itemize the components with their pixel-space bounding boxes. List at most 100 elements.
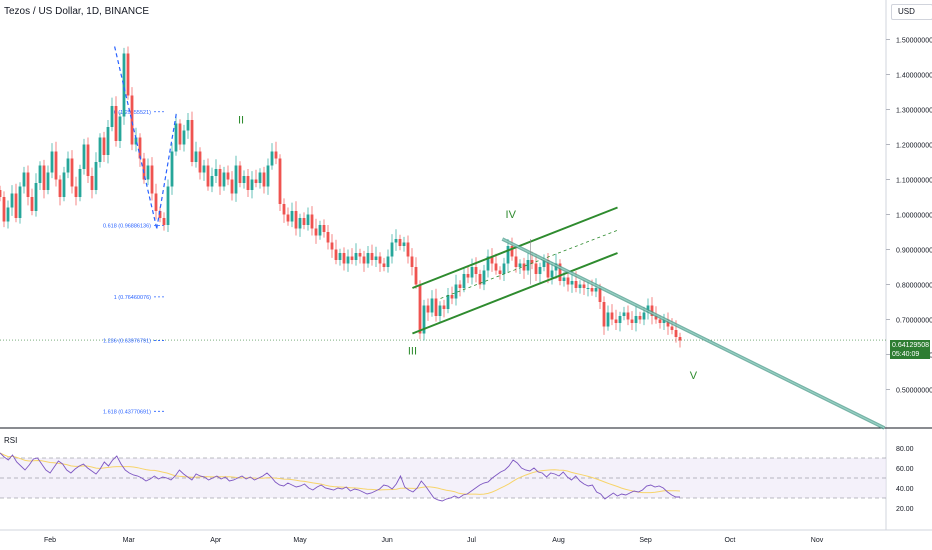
candle-body bbox=[394, 239, 398, 243]
candle-body bbox=[298, 218, 302, 229]
candle-body bbox=[34, 183, 38, 211]
candle-body bbox=[106, 127, 110, 155]
time-tick-label: Aug bbox=[552, 537, 565, 544]
candle-body bbox=[426, 305, 430, 313]
candle-body bbox=[278, 158, 282, 204]
last-price: 0.64129508 bbox=[892, 342, 929, 349]
candle-body bbox=[62, 172, 66, 197]
candle-body bbox=[50, 151, 54, 173]
last-price-tag: 0.64129508 05:40:09 bbox=[890, 340, 930, 359]
rsi-pane: 80.00 60.00 40.00 20.00 bbox=[0, 446, 914, 513]
candle-body bbox=[138, 137, 142, 159]
candle-body bbox=[654, 316, 658, 320]
candle-body bbox=[210, 176, 214, 187]
candle-body bbox=[22, 172, 26, 187]
candle-body bbox=[54, 151, 58, 180]
candle-body bbox=[26, 172, 30, 197]
candle-body bbox=[230, 179, 234, 194]
price-tick-label: 1.30000000 bbox=[896, 108, 932, 115]
candle-body bbox=[118, 116, 122, 141]
time-axis: Feb Mar Apr May Jun Jul Aug Sep Oct Nov bbox=[44, 537, 824, 544]
candle-body bbox=[314, 228, 318, 236]
channel-mid-line bbox=[440, 229, 618, 299]
candlestick-series bbox=[0, 46, 682, 348]
price-tick-label: 0.90000000 bbox=[896, 248, 932, 255]
candle-body bbox=[530, 260, 534, 264]
candle-body bbox=[466, 274, 470, 278]
candle-body bbox=[546, 260, 550, 278]
candle-body bbox=[670, 326, 674, 330]
candle-body bbox=[582, 284, 586, 288]
candle-body bbox=[110, 106, 114, 127]
candle-body bbox=[42, 165, 46, 190]
fib-dashed-leg bbox=[156, 112, 178, 229]
candle-body bbox=[646, 305, 650, 313]
candle-body bbox=[522, 263, 526, 271]
candle-body bbox=[610, 312, 614, 320]
rsi-tick-label: 80.00 bbox=[896, 446, 914, 453]
candle-body bbox=[518, 263, 522, 267]
candle-body bbox=[194, 151, 198, 162]
rsi-tick-label: 20.00 bbox=[896, 506, 914, 513]
candle-body bbox=[430, 298, 434, 313]
candle-body bbox=[126, 53, 130, 96]
time-tick-label: Nov bbox=[811, 537, 824, 544]
channel-lower-line bbox=[412, 252, 618, 335]
price-tick-label: 1.00000000 bbox=[896, 213, 932, 220]
candle-body bbox=[446, 295, 450, 309]
candle-body bbox=[166, 186, 170, 225]
candle-body bbox=[458, 284, 462, 288]
candle-body bbox=[510, 246, 514, 257]
wave-label: III bbox=[408, 346, 417, 358]
candle-body bbox=[674, 330, 678, 337]
candle-body bbox=[602, 302, 606, 327]
candle-body bbox=[418, 284, 422, 334]
currency-selector[interactable]: USD bbox=[891, 4, 932, 20]
candle-body bbox=[6, 207, 10, 222]
candle-body bbox=[622, 312, 626, 316]
candle-body bbox=[338, 253, 342, 260]
candle-body bbox=[322, 225, 326, 232]
candle-body bbox=[482, 270, 486, 285]
candle-body bbox=[326, 232, 330, 243]
candle-body bbox=[186, 120, 190, 131]
candle-body bbox=[650, 305, 654, 316]
candle-body bbox=[214, 169, 218, 176]
candle-body bbox=[198, 151, 202, 173]
candle-body bbox=[30, 197, 34, 211]
candle-body bbox=[358, 253, 362, 257]
time-tick-label: Mar bbox=[123, 537, 136, 544]
candle-body bbox=[158, 211, 162, 218]
candle-body bbox=[606, 312, 610, 327]
candle-body bbox=[434, 298, 438, 316]
candle-body bbox=[114, 106, 118, 141]
candle-body bbox=[294, 211, 298, 229]
candle-body bbox=[382, 263, 386, 267]
candle-body bbox=[474, 267, 478, 274]
candle-body bbox=[598, 288, 602, 302]
candle-body bbox=[498, 270, 502, 274]
candle-body bbox=[46, 172, 50, 190]
time-tick-label: Jul bbox=[467, 537, 476, 544]
candle-body bbox=[558, 263, 562, 281]
candle-body bbox=[502, 263, 506, 274]
time-tick-label: Oct bbox=[724, 537, 735, 544]
candle-body bbox=[10, 193, 14, 208]
candle-body bbox=[542, 260, 546, 267]
candle-body bbox=[638, 316, 642, 320]
candle-body bbox=[490, 256, 494, 264]
candle-body bbox=[250, 179, 254, 190]
candle-body bbox=[386, 256, 390, 267]
candle-body bbox=[302, 218, 306, 225]
candle-body bbox=[86, 144, 90, 176]
fibonacci-retracement: 0 (1.29355521)0.618 (0.96886136)1 (0.764… bbox=[103, 110, 164, 415]
candle-body bbox=[662, 319, 666, 323]
fib-dashed-leg bbox=[114, 46, 158, 229]
price-tick-label: 1.40000000 bbox=[896, 73, 932, 80]
price-tick-label: 1.10000000 bbox=[896, 178, 932, 185]
candle-body bbox=[574, 281, 578, 288]
candle-body bbox=[234, 165, 238, 194]
candle-body bbox=[218, 169, 222, 187]
